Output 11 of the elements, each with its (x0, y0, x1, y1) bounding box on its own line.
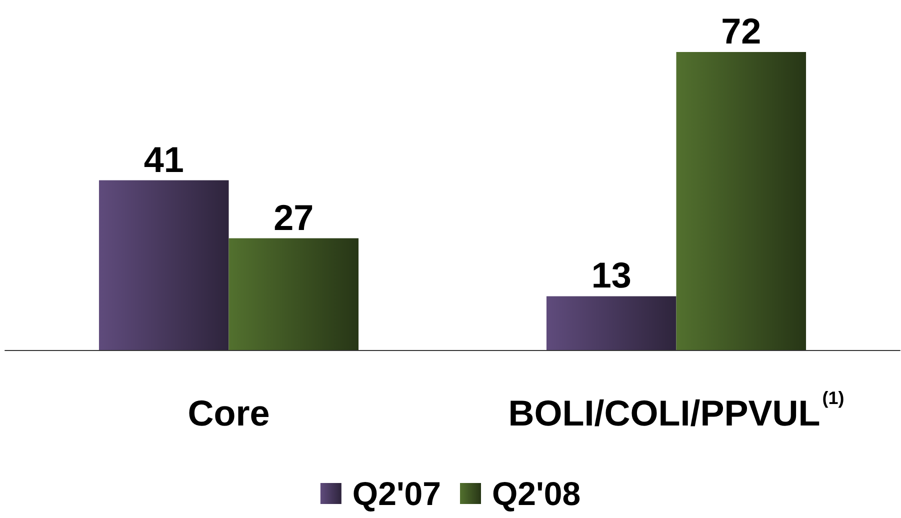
data-label: 72 (721, 10, 762, 52)
legend-label: Q2'08 (492, 475, 581, 512)
bar (676, 52, 806, 350)
bar (98, 180, 229, 350)
x-tick-label: Core (188, 392, 270, 434)
bar (546, 296, 676, 350)
data-label: 13 (591, 254, 632, 296)
data-label: 27 (274, 196, 314, 238)
bar (228, 238, 359, 350)
legend-label: Q2'07 (352, 475, 442, 512)
data-label: 41 (144, 138, 184, 180)
